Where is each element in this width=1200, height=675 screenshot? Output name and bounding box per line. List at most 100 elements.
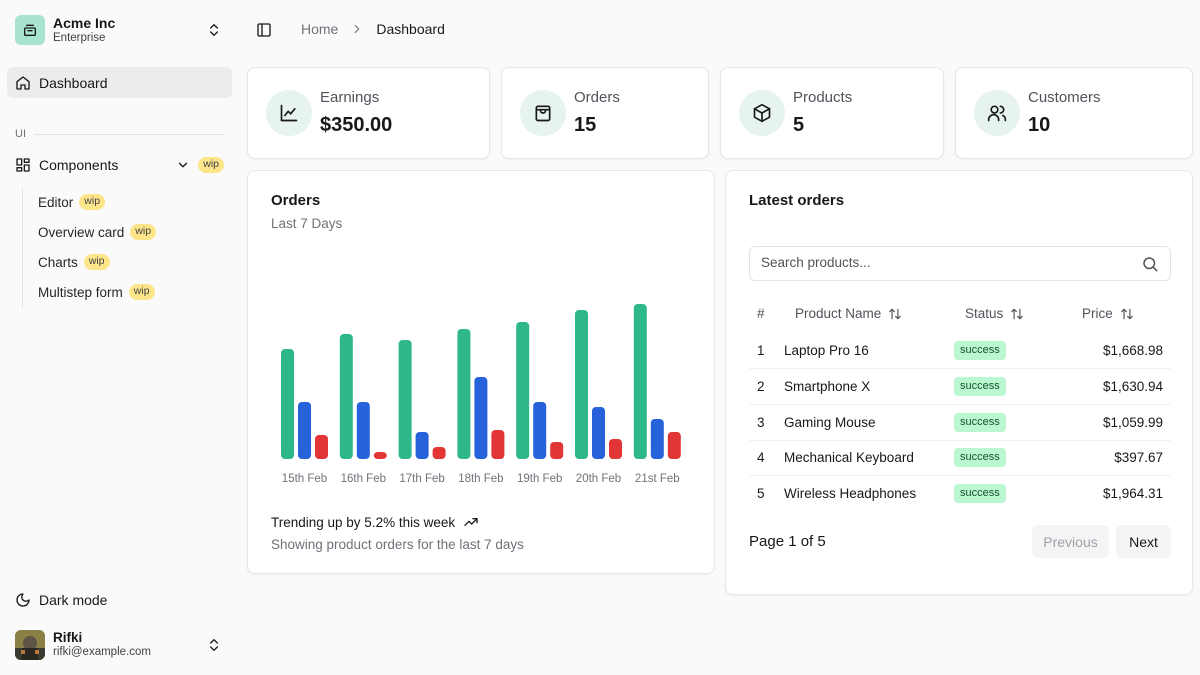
search-box <box>749 246 1171 281</box>
column-header-product-name[interactable]: Product Name <box>795 306 902 321</box>
stat-label: Orders <box>574 89 620 106</box>
bar <box>575 310 588 459</box>
bar <box>550 442 564 459</box>
chart-footer-text: Showing product orders for the last 7 da… <box>271 537 524 552</box>
user-name: Rifki <box>53 630 83 645</box>
command-icon <box>24 24 36 36</box>
search-input[interactable] <box>761 255 1131 270</box>
status-badge: success <box>954 484 1006 504</box>
sidebar-subitem-editor[interactable]: Editor wip <box>38 191 106 213</box>
chevron-down-icon <box>178 162 188 168</box>
breadcrumb-home-link[interactable]: Home <box>301 21 339 37</box>
users-icon <box>974 90 1020 136</box>
table-row[interactable]: 4 Mechanical Keyboard success $397.67 <box>749 440 1171 476</box>
chevrons-up-down-icon <box>210 639 218 651</box>
pagination-info: Page 1 of 5 <box>749 533 826 550</box>
trending-up-icon <box>464 518 478 526</box>
sidebar-item-components[interactable]: Components wip <box>7 151 232 179</box>
row-number: 2 <box>757 379 765 394</box>
status-badge: success <box>954 341 1006 361</box>
stat-card-products: Products 5 <box>720 67 944 159</box>
stat-value: 5 <box>793 114 805 136</box>
wip-badge: wip <box>79 193 106 211</box>
bar <box>650 419 664 459</box>
sidebar-toggle-button[interactable] <box>256 22 272 43</box>
breadcrumb-current: Dashboard <box>376 21 445 37</box>
sidebar-subitem-label: Multistep form <box>38 284 123 300</box>
chevron-right-icon <box>350 22 364 36</box>
sidebar-group-label: UI <box>15 128 26 140</box>
home-icon <box>16 75 30 90</box>
previous-button[interactable]: Previous <box>1032 525 1109 558</box>
table-row[interactable]: 1 Laptop Pro 16 success $1,668.98 <box>749 333 1171 369</box>
sidebar-item-dashboard[interactable]: Dashboard <box>7 67 232 98</box>
user-menu[interactable]: Rifki rifki@example.com <box>15 629 232 661</box>
wip-badge: wip <box>83 253 110 271</box>
stat-label: Earnings <box>320 89 380 106</box>
trend-text: Trending up by 5.2% this week <box>271 514 456 530</box>
column-header-price[interactable]: Price <box>1082 306 1134 321</box>
product-name: Laptop Pro 16 <box>784 343 869 358</box>
product-name: Mechanical Keyboard <box>784 450 914 465</box>
box-icon <box>739 90 785 136</box>
stat-value: 15 <box>574 114 597 136</box>
table-row[interactable]: 5 Wireless Headphones success $1,964.31 <box>749 476 1171 512</box>
layout-grid-icon <box>16 158 30 172</box>
avatar <box>15 630 45 660</box>
user-email: rifki@example.com <box>53 646 151 659</box>
bar <box>398 340 412 459</box>
table-row[interactable]: 3 Gaming Mouse success $1,059.99 <box>749 405 1171 441</box>
stat-card-orders: Orders 15 <box>501 67 709 159</box>
column-header-label: Product Name <box>795 306 882 321</box>
bar <box>356 402 370 459</box>
bar <box>432 447 446 459</box>
product-name: Wireless Headphones <box>784 486 917 501</box>
column-header-number: # <box>757 306 765 321</box>
breadcrumb: Home Dashboard <box>301 21 445 37</box>
sidebar-subitem-charts[interactable]: Charts wip <box>38 251 110 273</box>
table-row[interactable]: 2 Smartphone X success $1,630.94 <box>749 369 1171 405</box>
sidebar: Acme Inc Enterprise Dashboard UI Compone… <box>0 0 240 675</box>
workspace-plan: Enterprise <box>53 31 106 44</box>
bar <box>415 432 429 459</box>
sort-icon <box>1011 308 1024 319</box>
bar <box>592 407 605 459</box>
row-number: 4 <box>757 450 765 465</box>
trend-summary: Trending up by 5.2% this week <box>271 514 479 530</box>
chart-title: Orders <box>271 192 321 209</box>
stat-value: 10 <box>1028 114 1051 136</box>
row-number: 3 <box>757 415 765 430</box>
sidebar-subitem-label: Editor <box>38 194 74 210</box>
sidebar-item-label: Components <box>39 157 119 173</box>
x-tick-label: 16th Feb <box>341 473 386 485</box>
dark-mode-label: Dark mode <box>39 592 108 608</box>
column-header-label: Status <box>965 306 1004 321</box>
bar <box>533 402 547 459</box>
x-tick-label: 19th Feb <box>517 473 562 485</box>
orders-chart-card: Orders Last 7 Days 15th Feb 16th Feb 17th … <box>247 170 715 574</box>
row-number: 5 <box>757 486 765 501</box>
workspace-switcher[interactable]: Acme Inc Enterprise <box>8 10 232 50</box>
bar <box>298 402 311 459</box>
shopping-bag-icon <box>520 90 566 136</box>
orders-bar-chart: 15th Feb 16th Feb 17th Feb 18th Feb 19th Feb… <box>281 304 681 485</box>
stat-card-customers: Customers 10 <box>955 67 1193 159</box>
status-badge: success <box>954 377 1006 397</box>
sort-icon <box>1120 308 1133 319</box>
price: $1,964.31 <box>1102 486 1163 501</box>
next-button[interactable]: Next <box>1116 525 1171 558</box>
column-header-status[interactable]: Status <box>965 306 1024 321</box>
wip-badge: wip <box>128 283 155 301</box>
sidebar-subitem-multistep-form[interactable]: Multistep form wip <box>38 281 155 303</box>
bar <box>491 430 505 459</box>
sidebar-subitem-label: Overview card <box>38 224 125 240</box>
sidebar-subitem-overview-card[interactable]: Overview card wip <box>38 221 157 243</box>
stat-label: Products <box>793 89 853 106</box>
product-name: Gaming Mouse <box>784 415 876 430</box>
latest-orders-card: Latest orders # Product Name Status Pric… <box>725 170 1193 595</box>
stat-label: Customers <box>1028 89 1101 106</box>
x-tick-label: 20th Feb <box>576 473 621 485</box>
dark-mode-toggle[interactable]: Dark mode <box>15 590 107 610</box>
chart-subtitle: Last 7 Days <box>271 216 343 231</box>
line-chart-icon <box>266 90 312 136</box>
